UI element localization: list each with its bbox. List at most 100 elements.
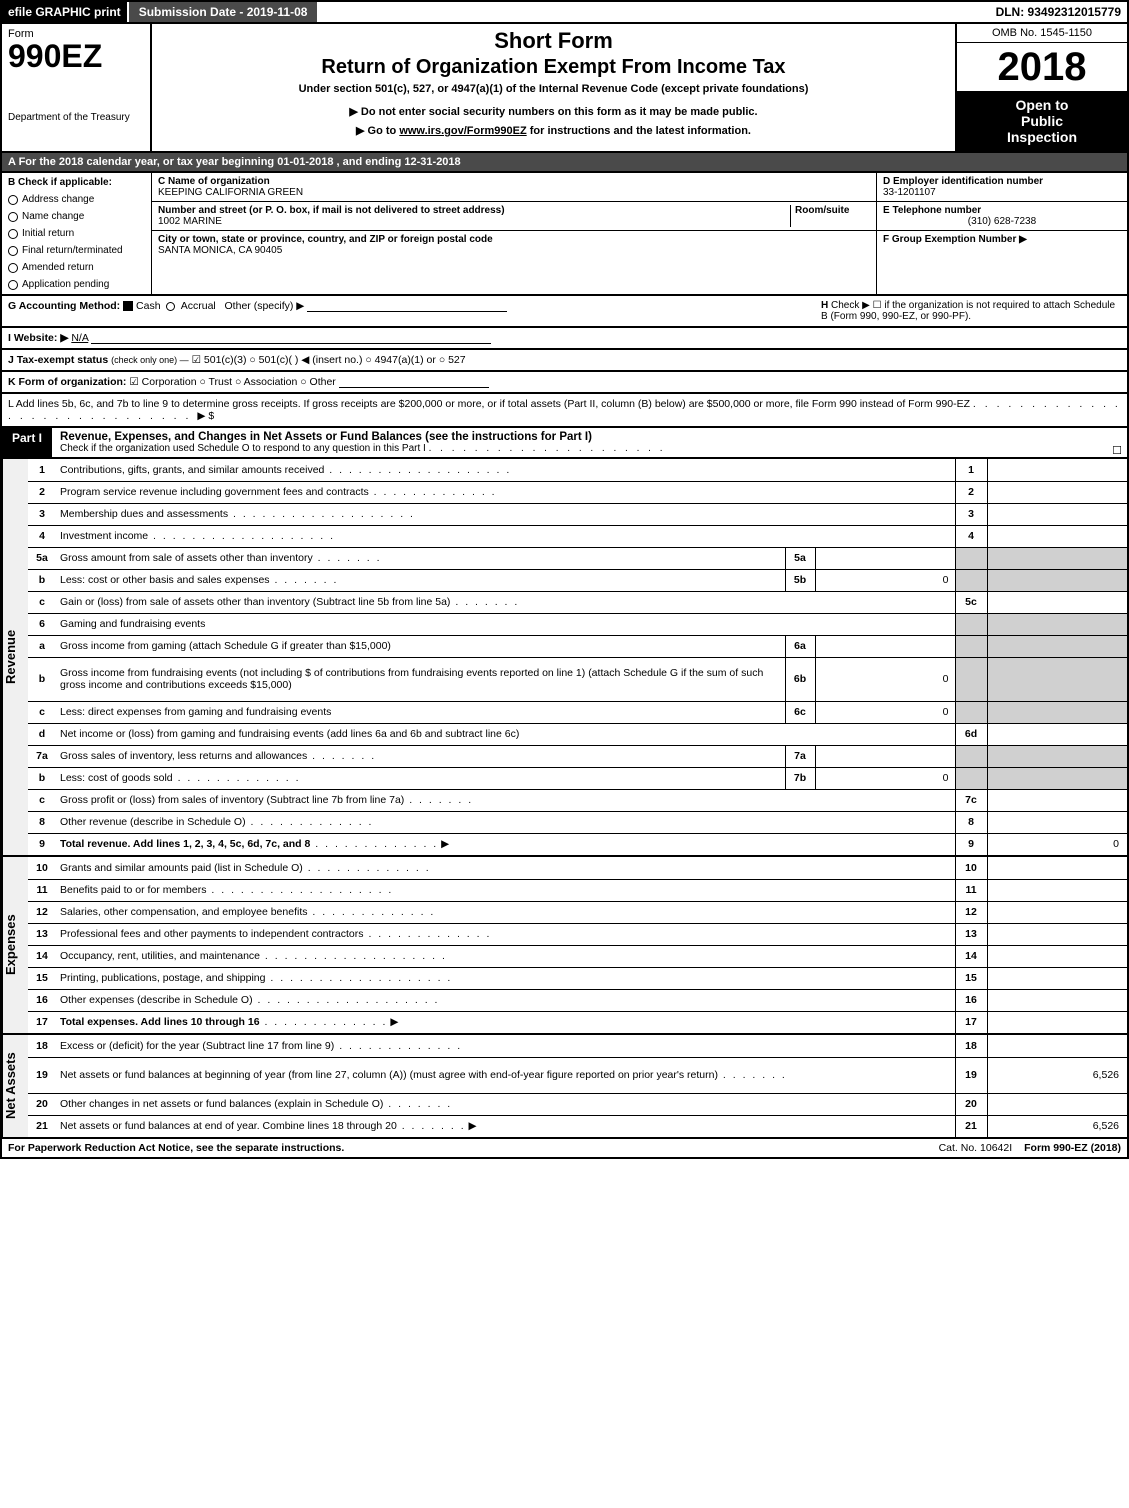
line-numbox: 19: [955, 1057, 987, 1093]
line-3: 3 Membership dues and assessments 3: [28, 503, 1127, 525]
line-2: 2 Program service revenue including gove…: [28, 481, 1127, 503]
line-desc: Grants and similar amounts paid (list in…: [60, 862, 303, 874]
line-6d: d Net income or (loss) from gaming and f…: [28, 723, 1127, 745]
open-line1: Open to: [961, 97, 1123, 113]
inline-box: 6c: [785, 701, 815, 723]
i-label: I Website: ▶: [8, 332, 68, 344]
line-num: 13: [28, 923, 56, 945]
part1-checkbox[interactable]: ☐: [1107, 428, 1127, 457]
chk-application-pending[interactable]: Application pending: [8, 279, 145, 290]
line-val: [987, 879, 1127, 901]
chk-address-change[interactable]: Address change: [8, 194, 145, 205]
line-num: 16: [28, 989, 56, 1011]
top-bar: efile GRAPHIC print Submission Date - 20…: [0, 0, 1129, 24]
g-other-input[interactable]: [307, 300, 507, 312]
expenses-table: 10 Grants and similar amounts paid (list…: [28, 857, 1127, 1033]
shaded-cell: [955, 635, 987, 657]
line-val: 0: [987, 833, 1127, 855]
line-desc: Gain or (loss) from sale of assets other…: [60, 596, 450, 608]
inline-val: [815, 635, 955, 657]
line-11: 11 Benefits paid to or for members 11: [28, 879, 1127, 901]
dln-label: DLN: 93492312015779: [990, 2, 1127, 22]
info-grid: B Check if applicable: Address change Na…: [0, 173, 1129, 296]
i-value: N/A: [71, 332, 88, 344]
box-e: E Telephone number (310) 628-7238: [877, 202, 1127, 231]
line-num: 14: [28, 945, 56, 967]
j-sub: (check only one) —: [111, 355, 189, 365]
line-numbox: 20: [955, 1093, 987, 1115]
chk-label: Initial return: [22, 228, 74, 239]
line-num: 3: [28, 503, 56, 525]
line-7c: c Gross profit or (loss) from sales of i…: [28, 789, 1127, 811]
box-c: C Name of organization KEEPING CALIFORNI…: [152, 173, 877, 294]
line-num: d: [28, 723, 56, 745]
org-city-value: SANTA MONICA, CA 90405: [158, 245, 870, 256]
line-num: 21: [28, 1115, 56, 1137]
l-arrow: ▶ $: [197, 410, 214, 422]
line-num: c: [28, 789, 56, 811]
line-10: 10 Grants and similar amounts paid (list…: [28, 857, 1127, 879]
line-numbox: 21: [955, 1115, 987, 1137]
line-g-h: G Accounting Method: Cash Accrual Other …: [0, 296, 1129, 328]
line-desc: Gross sales of inventory, less returns a…: [60, 750, 307, 762]
line-7a: 7a Gross sales of inventory, less return…: [28, 745, 1127, 767]
box-d: D Employer identification number 33-1201…: [877, 173, 1127, 202]
shaded-cell: [987, 547, 1127, 569]
org-name-label: C Name of organization: [158, 176, 870, 187]
part1-title-text: Revenue, Expenses, and Changes in Net As…: [60, 431, 592, 443]
line-num: 12: [28, 901, 56, 923]
inline-val: [815, 547, 955, 569]
line-l: L Add lines 5b, 6c, and 7b to line 9 to …: [0, 394, 1129, 428]
g-cash-label: Cash: [136, 300, 161, 312]
part1-sub: Check if the organization used Schedule …: [60, 443, 426, 454]
link-pre: ▶ Go to: [356, 125, 399, 137]
header-right: OMB No. 1545-1150 2018 Open to Public In…: [957, 24, 1127, 151]
chk-initial-return[interactable]: Initial return: [8, 228, 145, 239]
chk-label: Address change: [22, 194, 94, 205]
chk-name-change[interactable]: Name change: [8, 211, 145, 222]
inline-box: 7b: [785, 767, 815, 789]
line-desc: Gross amount from sale of assets other t…: [60, 552, 313, 564]
line-numbox: 5c: [955, 591, 987, 613]
line-num: c: [28, 701, 56, 723]
g-accrual-label: Accrual: [181, 300, 216, 312]
open-line3: Inspection: [961, 129, 1123, 145]
revenue-table: 1 Contributions, gifts, grants, and simi…: [28, 459, 1127, 855]
chk-final-return[interactable]: Final return/terminated: [8, 245, 145, 256]
ein-value: 33-1201107: [883, 187, 1121, 198]
irs-link[interactable]: www.irs.gov/Form990EZ: [399, 125, 526, 137]
line-19: 19 Net assets or fund balances at beginn…: [28, 1057, 1127, 1093]
line-5a: 5a Gross amount from sale of assets othe…: [28, 547, 1127, 569]
line-desc: Contributions, gifts, grants, and simila…: [60, 464, 324, 476]
line-4: 4 Investment income 4: [28, 525, 1127, 547]
line-desc: Total expenses. Add lines 10 through 16: [60, 1016, 260, 1028]
department-label: Department of the Treasury: [8, 112, 144, 123]
netassets-section: Net Assets 18 Excess or (deficit) for th…: [0, 1035, 1129, 1139]
line-numbox: 17: [955, 1011, 987, 1033]
form-number: 990EZ: [8, 40, 144, 72]
line-num: 20: [28, 1093, 56, 1115]
chk-amended-return[interactable]: Amended return: [8, 262, 145, 273]
l-text: L Add lines 5b, 6c, and 7b to line 9 to …: [8, 398, 970, 410]
line-num: 18: [28, 1035, 56, 1057]
chk-label: Amended return: [22, 262, 94, 273]
line-numbox: 9: [955, 833, 987, 855]
line-desc: Gross income from gaming (attach Schedul…: [60, 640, 391, 652]
inline-val: [815, 745, 955, 767]
j-label: J Tax-exempt status: [8, 354, 108, 366]
line-num: a: [28, 635, 56, 657]
revenue-section: Revenue 1 Contributions, gifts, grants, …: [0, 459, 1129, 857]
shaded-cell: [987, 613, 1127, 635]
line-6c: c Less: direct expenses from gaming and …: [28, 701, 1127, 723]
line-desc: Net income or (loss) from gaming and fun…: [60, 728, 519, 740]
line-numbox: 8: [955, 811, 987, 833]
g-accrual-checkbox[interactable]: [166, 302, 175, 311]
line-val: 6,526: [987, 1057, 1127, 1093]
footer-center: Cat. No. 10642I: [933, 1139, 1019, 1157]
line-numbox: 11: [955, 879, 987, 901]
line-5c: c Gain or (loss) from sale of assets oth…: [28, 591, 1127, 613]
chk-label: Application pending: [22, 279, 109, 290]
h-text: Check ▶ ☐ if the organization is not req…: [821, 300, 1115, 322]
g-cash-checkbox[interactable]: [123, 301, 133, 311]
inline-box: 5a: [785, 547, 815, 569]
